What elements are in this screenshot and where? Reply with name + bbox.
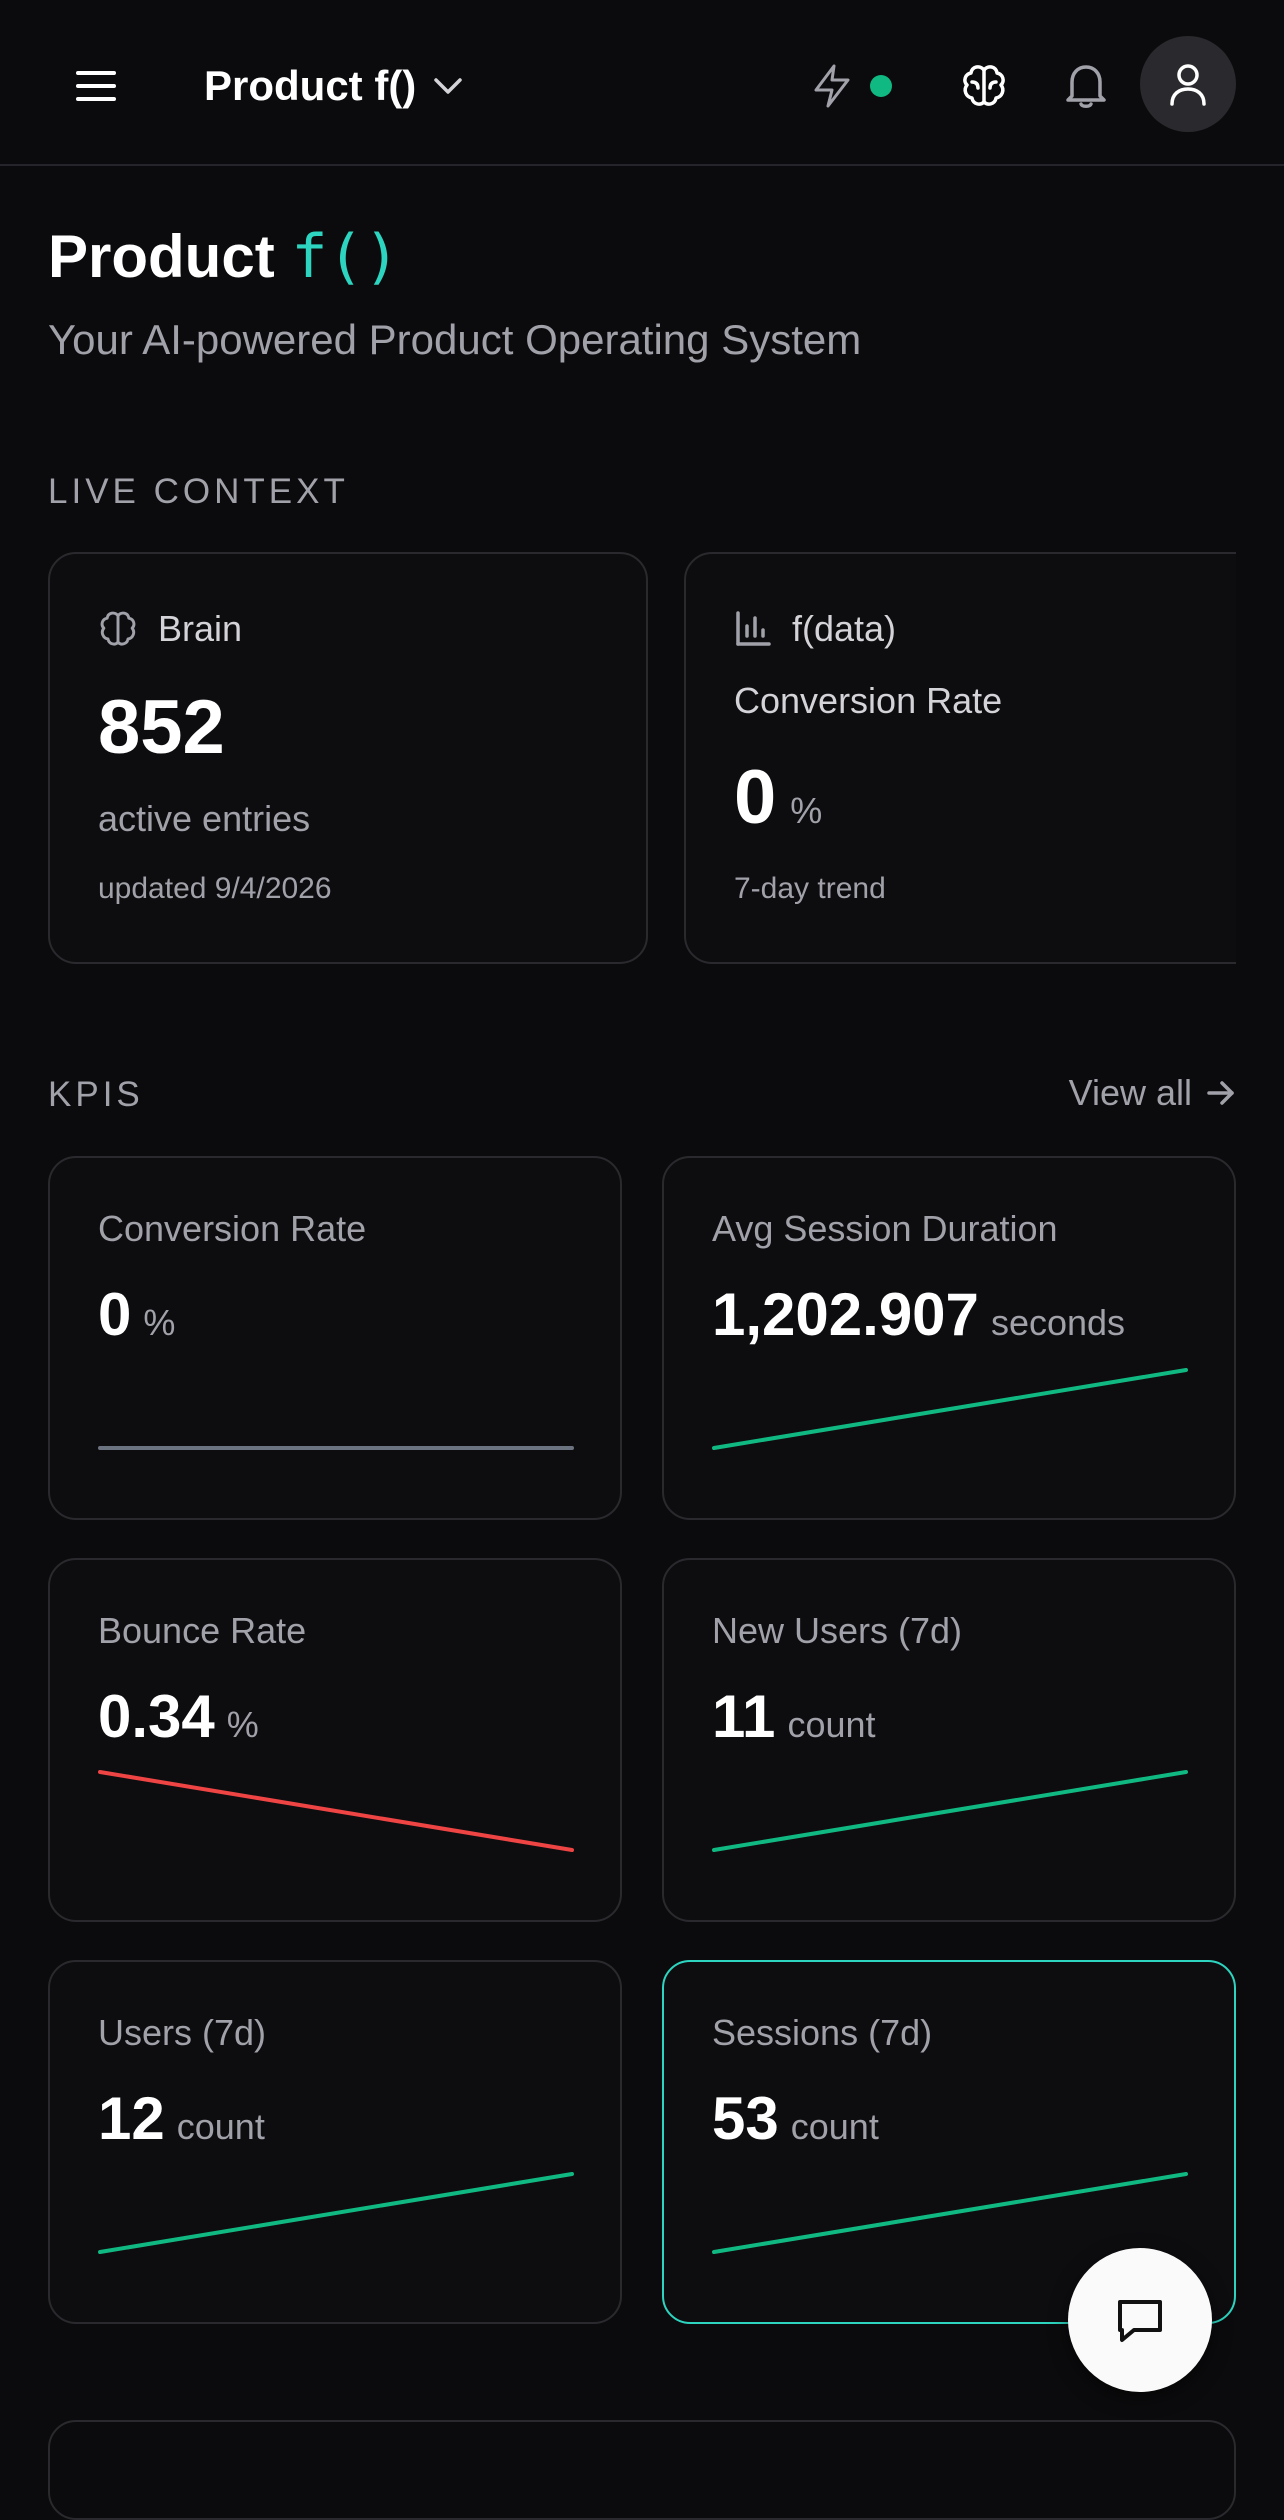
menu-icon xyxy=(76,71,116,101)
view-all-kpis-link[interactable]: View all xyxy=(1069,1072,1236,1114)
kpi-value: 53 xyxy=(712,2085,779,2152)
kpi-value-wrap: 0.34% xyxy=(98,1682,259,1751)
user-icon xyxy=(1170,64,1206,106)
page-subtitle: Your AI-powered Product Operating System xyxy=(48,316,862,363)
kpi-value: 0.34 xyxy=(98,1683,215,1750)
kpi-trend-line xyxy=(98,1770,574,1852)
kpi-trend-line xyxy=(712,2172,1188,2254)
kpi-label: Conversion Rate xyxy=(98,1208,367,1249)
brain-context-card[interactable]: Brain 852 active entries updated 9/4/202… xyxy=(48,552,648,964)
brain-button[interactable] xyxy=(944,46,1024,126)
kpi-value-wrap: 0% xyxy=(98,1280,175,1349)
kpi-label: Avg Session Duration xyxy=(712,1208,1058,1249)
status-dot xyxy=(870,75,892,97)
view-all-label: View all xyxy=(1068,1072,1192,1113)
menu-button[interactable] xyxy=(56,46,136,126)
data-metric-value-wrap: 0% xyxy=(734,754,822,841)
kpi-trend-line xyxy=(712,1770,1188,1852)
kpi-value: 1,202.907 xyxy=(712,1281,979,1348)
kpi-card[interactable]: Users (7d) 12 count xyxy=(48,1960,622,2324)
brain-entry-count: 852 xyxy=(98,685,225,770)
brain-updated: updated 9/4/2026 xyxy=(98,872,332,905)
kpi-label: Users (7d) xyxy=(98,2012,267,2053)
kpi-label: Sessions (7d) xyxy=(712,2012,933,2053)
product-name: Product f() xyxy=(204,62,417,109)
brain-card-label: Brain xyxy=(158,608,243,649)
kpi-card[interactable]: Conversion Rate 0% xyxy=(48,1156,622,1520)
bell-icon xyxy=(1066,65,1106,108)
connection-status[interactable] xyxy=(812,56,892,116)
next-section-card xyxy=(48,2420,1236,2520)
kpi-trend-line xyxy=(98,2172,574,2254)
kpi-unit: count xyxy=(176,2106,265,2147)
notifications-button[interactable] xyxy=(1046,46,1126,126)
page-title: Product f() xyxy=(48,222,400,292)
kpi-sparkline xyxy=(98,1770,574,1852)
lightning-icon xyxy=(814,64,850,108)
kpi-trend-line xyxy=(712,1368,1188,1450)
kpi-value: 12 xyxy=(98,2085,165,2152)
data-card-label: f(data) xyxy=(792,608,897,649)
kpis-heading: KPIS xyxy=(48,1075,144,1114)
chat-button[interactable] xyxy=(1068,2248,1212,2392)
kpi-sparkline xyxy=(712,1368,1188,1450)
top-bar: Product f() xyxy=(0,0,1284,166)
kpi-unit: % xyxy=(143,1302,176,1343)
kpi-label: Bounce Rate xyxy=(98,1610,307,1651)
live-context-heading: LIVE CONTEXT xyxy=(48,472,349,511)
kpi-sparkline xyxy=(98,2172,574,2254)
data-metric-unit: % xyxy=(790,790,823,831)
kpi-value-wrap: 53 count xyxy=(712,2084,879,2153)
data-card-header: f(data) xyxy=(734,608,896,650)
kpi-card[interactable]: Avg Session Duration 1,202.907 seconds xyxy=(662,1156,1236,1520)
user-avatar-button[interactable] xyxy=(1140,36,1236,132)
kpi-card[interactable]: New Users (7d) 11 count xyxy=(662,1558,1236,1922)
data-trend-caption: 7-day trend xyxy=(734,872,886,905)
kpi-value: 11 xyxy=(712,1683,776,1750)
kpi-unit: % xyxy=(226,1704,259,1745)
brain-caption: active entries xyxy=(98,798,311,839)
kpi-label: New Users (7d) xyxy=(712,1610,963,1651)
data-metric-name: Conversion Rate xyxy=(734,680,1003,721)
title-suffix: f() xyxy=(291,222,400,292)
product-switcher[interactable]: Product f() xyxy=(204,56,463,116)
kpi-value-wrap: 12 count xyxy=(98,2084,265,2153)
kpi-value: 0 xyxy=(98,1281,132,1348)
arrow-right-icon xyxy=(1207,1081,1234,1105)
brain-icon xyxy=(100,611,136,646)
data-metric-value: 0 xyxy=(734,755,777,840)
kpi-value-wrap: 1,202.907 seconds xyxy=(712,1280,1125,1349)
chat-icon xyxy=(1118,2300,1162,2342)
brain-card-header: Brain xyxy=(98,608,242,650)
live-context-carousel[interactable]: Brain 852 active entries updated 9/4/202… xyxy=(48,552,1236,964)
kpi-sparkline xyxy=(98,1446,574,1450)
kpi-unit: count xyxy=(790,2106,879,2147)
kpi-value-wrap: 11 count xyxy=(712,1682,876,1751)
data-context-card[interactable]: f(data) Conversion Rate 0% 7-day trend xyxy=(684,552,1236,964)
kpi-sparkline xyxy=(712,1770,1188,1852)
chevron-down-icon xyxy=(434,78,463,94)
title-prefix: Product xyxy=(48,223,275,290)
kpi-sparkline xyxy=(712,2172,1188,2254)
brain-icon xyxy=(963,65,1005,106)
kpi-card[interactable]: Sessions (7d) 53 count xyxy=(662,1960,1236,2324)
kpi-unit: count xyxy=(787,1704,876,1745)
kpi-card[interactable]: Bounce Rate 0.34% xyxy=(48,1558,622,1922)
kpi-unit: seconds xyxy=(990,1302,1126,1343)
bar-chart-icon xyxy=(736,611,771,646)
